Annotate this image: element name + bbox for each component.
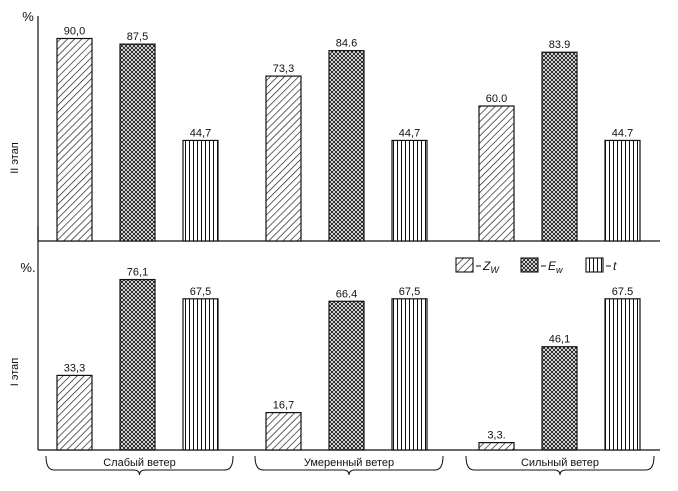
legend-subscript: w xyxy=(556,265,563,275)
data-label: 73,3 xyxy=(273,63,294,75)
legend-label-Zw: ZW xyxy=(482,259,500,275)
data-label: 44,7 xyxy=(399,127,420,139)
data-label: 67,5 xyxy=(190,286,211,298)
legend: ZW Ew t xyxy=(455,257,617,275)
bar-Ew-3 xyxy=(541,51,578,242)
data-label: 44,7 xyxy=(190,127,211,139)
bar-t-1 xyxy=(182,139,219,242)
unit-label: %. xyxy=(20,260,35,275)
bar-Zw-3 xyxy=(478,442,515,451)
data-label: 33,3 xyxy=(64,362,85,374)
data-label: 87,5 xyxy=(127,31,148,43)
bar-t-2 xyxy=(391,139,428,242)
legend-label-Ew: Ew xyxy=(548,259,563,275)
bar-t-3 xyxy=(604,139,641,242)
bar-Zw-3 xyxy=(478,105,515,242)
bar-Zw-1 xyxy=(56,37,93,242)
legend-symbol: Z xyxy=(482,259,491,273)
legend-symbol: t xyxy=(613,259,617,273)
bar-t-3 xyxy=(604,298,641,451)
legend-swatch-Zw xyxy=(455,257,474,273)
bar-t-1 xyxy=(182,298,219,451)
bar-Zw-2 xyxy=(265,75,302,242)
bar-Zw-1 xyxy=(56,374,93,451)
stage-label: I этап xyxy=(9,358,21,387)
data-label: 3,3. xyxy=(487,430,505,442)
data-label: 90,0 xyxy=(64,26,85,38)
bar-Ew-1 xyxy=(119,278,156,451)
data-label: 16,7 xyxy=(273,400,294,412)
data-label: 67.5 xyxy=(612,286,633,298)
chart-panel-2: %. I этап 33,3 76,1 67,5 16,7 66.4 67,5 3,3. 46,1… xyxy=(9,226,660,451)
data-label: 60.0 xyxy=(486,93,507,105)
data-label: 66.4 xyxy=(336,288,357,300)
bar-Ew-3 xyxy=(541,346,578,451)
bar-Ew-2 xyxy=(328,50,365,242)
data-label: 46,1 xyxy=(549,334,570,346)
legend-symbol: E xyxy=(548,259,557,273)
category-label-1: Слабый ветер xyxy=(103,457,176,469)
data-label: 44.7 xyxy=(612,127,633,139)
stage-label: II этап xyxy=(9,142,21,174)
data-label: 84.6 xyxy=(336,38,357,50)
category-brace xyxy=(465,455,655,476)
bar-t-2 xyxy=(391,298,428,451)
bar-Zw-2 xyxy=(265,411,302,451)
legend-swatch-t xyxy=(585,257,604,273)
chart-panel-1: % II этап 90,0 87,5 44,7 73,3 84.6 44,7 60.0 83.9… xyxy=(9,9,660,242)
legend-label-t: t xyxy=(613,259,617,273)
category-label-3: Сильный ветер xyxy=(521,457,599,469)
category-label-2: Умеренный ветер xyxy=(304,457,394,469)
category-brace xyxy=(45,455,234,476)
bar-Ew-1 xyxy=(119,43,156,242)
category-brace xyxy=(254,455,444,476)
unit-label: % xyxy=(22,9,34,24)
data-label: 83.9 xyxy=(549,39,570,51)
legend-subscript: W xyxy=(490,265,500,275)
legend-swatch-Ew xyxy=(520,257,539,273)
bar-Ew-2 xyxy=(328,300,365,451)
data-label: 67,5 xyxy=(399,286,420,298)
data-label: 76,1 xyxy=(127,267,148,279)
